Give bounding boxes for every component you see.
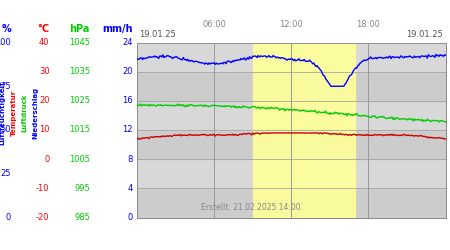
Text: hPa: hPa (70, 24, 90, 34)
Text: 1005: 1005 (69, 155, 90, 164)
Text: 18:00: 18:00 (356, 20, 380, 29)
Text: 16: 16 (122, 96, 133, 105)
Bar (137, 42, 446, 72)
Text: 24: 24 (122, 38, 133, 47)
Bar (137, 130, 446, 159)
Text: 0: 0 (6, 213, 11, 222)
Text: -20: -20 (36, 213, 50, 222)
Text: 1015: 1015 (69, 126, 90, 134)
Bar (137, 188, 446, 218)
Bar (137, 101, 446, 130)
Text: 1035: 1035 (69, 67, 90, 76)
Text: 19.01.25: 19.01.25 (406, 30, 443, 39)
Text: 19.01.25: 19.01.25 (140, 30, 176, 39)
Bar (137, 72, 446, 101)
Text: 1025: 1025 (69, 96, 90, 105)
Text: 1045: 1045 (69, 38, 90, 47)
Text: 8: 8 (127, 155, 133, 164)
Text: 100: 100 (0, 38, 11, 47)
Text: 12:00: 12:00 (279, 20, 303, 29)
Text: 0: 0 (127, 213, 133, 222)
Text: 50: 50 (1, 126, 11, 134)
Text: 10: 10 (39, 126, 50, 134)
Text: 12: 12 (122, 126, 133, 134)
Text: mm/h: mm/h (102, 24, 133, 34)
Text: 06:00: 06:00 (202, 20, 226, 29)
Bar (137, 159, 446, 188)
Text: 30: 30 (39, 67, 50, 76)
Text: Luftdruck: Luftdruck (22, 93, 28, 132)
Text: 75: 75 (0, 82, 11, 91)
Text: Erstellt: 21.02.2025 14:00: Erstellt: 21.02.2025 14:00 (202, 203, 301, 212)
Text: Luftfeuchtigkeit: Luftfeuchtigkeit (0, 80, 5, 145)
Text: 20: 20 (122, 67, 133, 76)
Text: 25: 25 (1, 169, 11, 178)
Text: Temperatur: Temperatur (10, 90, 17, 136)
Text: 995: 995 (74, 184, 90, 193)
Text: 20: 20 (39, 96, 50, 105)
Text: 0: 0 (44, 155, 50, 164)
Text: 40: 40 (39, 38, 50, 47)
Text: 985: 985 (74, 213, 90, 222)
Text: 4: 4 (127, 184, 133, 193)
Text: °C: °C (37, 24, 50, 34)
Text: -10: -10 (36, 184, 50, 193)
Bar (253, 42, 356, 218)
Text: Niederschlag: Niederschlag (32, 86, 38, 139)
Text: %: % (1, 24, 11, 34)
